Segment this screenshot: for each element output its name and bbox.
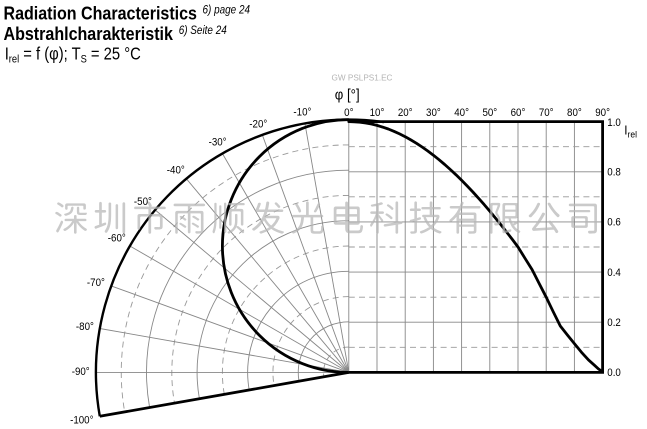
svg-text:-90°: -90°	[72, 367, 90, 378]
svg-text:1.0: 1.0	[607, 118, 621, 129]
svg-text:Abstrahlcharakteristik: Abstrahlcharakteristik	[4, 23, 174, 45]
svg-text:-80°: -80°	[76, 322, 94, 333]
svg-text:GW PSLPS1.EC: GW PSLPS1.EC	[332, 73, 393, 82]
svg-text:-60°: -60°	[108, 233, 126, 244]
svg-text:50°: 50°	[482, 107, 497, 118]
svg-text:0.4: 0.4	[607, 267, 621, 278]
svg-text:0°: 0°	[344, 107, 353, 118]
svg-text:30°: 30°	[426, 107, 441, 118]
svg-text:0.6: 0.6	[607, 217, 621, 228]
svg-text:-70°: -70°	[87, 277, 105, 288]
svg-text:0.2: 0.2	[607, 318, 621, 329]
svg-text:-30°: -30°	[209, 137, 227, 148]
svg-text:Irel = f (φ); TS = 25 °C: Irel = f (φ); TS = 25 °C	[5, 44, 141, 65]
svg-text:6) page 24: 6) page 24	[203, 4, 250, 17]
svg-text:60°: 60°	[511, 107, 526, 118]
svg-text:-10°: -10°	[293, 107, 311, 118]
svg-text:-40°: -40°	[167, 165, 185, 176]
svg-text:-100°: -100°	[70, 415, 93, 426]
svg-text:80°: 80°	[567, 107, 582, 118]
svg-text:φ [°]: φ [°]	[335, 86, 360, 103]
svg-text:70°: 70°	[539, 107, 554, 118]
svg-text:-20°: -20°	[249, 119, 267, 130]
svg-text:Radiation Characteristics: Radiation Characteristics	[4, 2, 198, 24]
svg-text:0.8: 0.8	[607, 167, 621, 178]
svg-text:20°: 20°	[398, 107, 413, 118]
svg-text:90°: 90°	[595, 107, 610, 118]
svg-text:-50°: -50°	[134, 197, 152, 208]
svg-text:10°: 10°	[370, 107, 385, 118]
svg-text:0.0: 0.0	[607, 368, 621, 379]
svg-text:6) Seite 24: 6) Seite 24	[179, 24, 227, 37]
svg-text:40°: 40°	[454, 107, 469, 118]
